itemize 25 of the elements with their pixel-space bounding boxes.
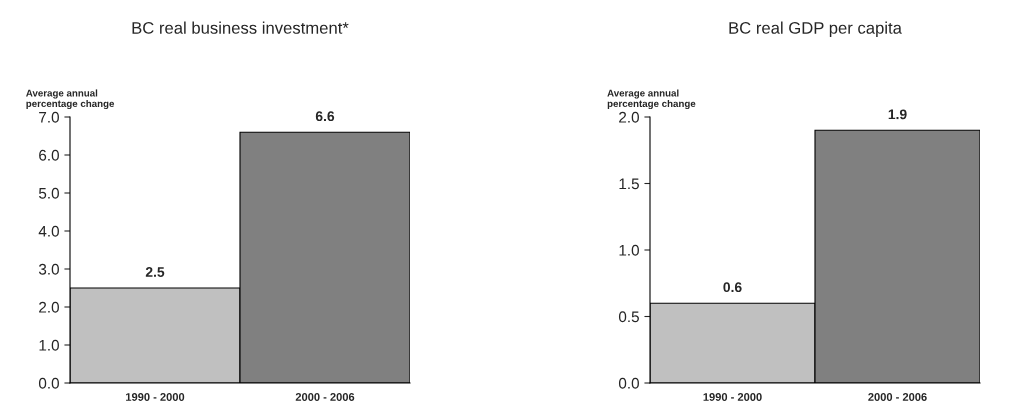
data-label: 2.5: [145, 267, 165, 277]
data-label: 1.9: [888, 109, 907, 120]
x-tick-label: 2000 - 2006: [295, 393, 355, 401]
y-tick-label: 1.0: [619, 244, 639, 256]
y-axis-title: Average annual percentage change: [26, 89, 115, 110]
y-tick-label: 5.0: [38, 187, 59, 199]
y-tick-label: 4.0: [38, 225, 59, 237]
y-tick-label: 0.5: [618, 311, 639, 323]
y-tick-label: 1.0: [39, 339, 59, 351]
y-tick-label: 1.5: [619, 178, 639, 190]
data-label: 6.6: [315, 111, 335, 122]
x-tick-label: 2000 - 2006: [868, 393, 927, 401]
chart-title: BC real business investment*: [132, 21, 349, 34]
y-tick-label: 3.0: [38, 263, 59, 275]
chart-title: BC real GDP per capita: [729, 21, 902, 38]
y-tick-label: 0.0: [618, 377, 639, 389]
y-tick-label: 6.0: [39, 149, 59, 161]
data-label: 0.6: [723, 282, 742, 293]
y-axis-title: Average annual percentage change: [607, 89, 696, 110]
y-tick-label: 2.0: [39, 301, 59, 313]
x-tick-label: 1990 - 2000: [126, 393, 185, 401]
x-tick-label: 1990 - 2000: [703, 393, 762, 401]
y-tick-label: 2.0: [619, 111, 639, 123]
y-tick-label: 0.0: [38, 377, 59, 389]
y-tick-label: 7.0: [39, 111, 59, 123]
